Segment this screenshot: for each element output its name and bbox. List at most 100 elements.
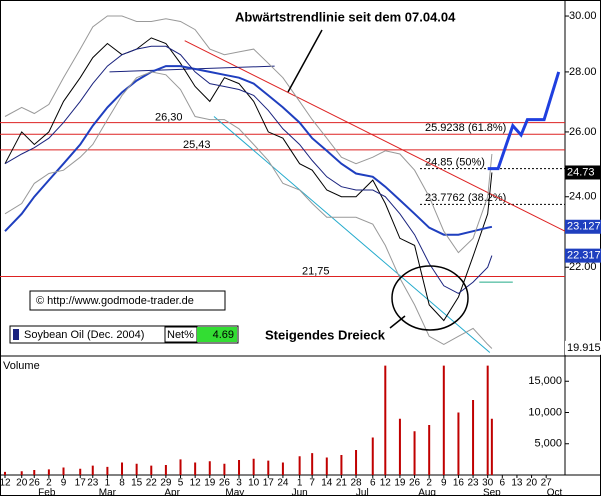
month-label: Jun	[292, 488, 308, 496]
x-tick-label: 26	[409, 478, 421, 489]
price-marker-label: 23.127	[567, 221, 601, 233]
month-label: Apr	[164, 488, 180, 496]
x-tick-label: 5	[178, 478, 184, 489]
triangle-circle	[391, 265, 469, 331]
month-label: Sep	[483, 488, 501, 496]
volume-bar	[398, 418, 401, 475]
price-marker	[565, 165, 601, 180]
x-tick-label: 16	[453, 478, 465, 489]
level-label: 24.85 (50%)	[425, 156, 485, 168]
x-tick-label: 7	[309, 478, 315, 489]
volume-bar	[298, 456, 301, 475]
volume-bar	[33, 470, 36, 475]
volume-bar	[325, 457, 328, 475]
volume-bar	[490, 418, 493, 475]
price-line	[4, 65, 493, 236]
x-tick-label: 17	[75, 478, 87, 489]
x-tick-label: 9	[61, 478, 67, 489]
x-tick-label: 12	[380, 478, 392, 489]
price-marker-label: 19.915	[567, 342, 601, 354]
volume-label: Volume	[3, 360, 40, 372]
projection	[487, 71, 561, 171]
volume-tick-label: 5,000	[534, 438, 562, 450]
x-tick-label: 20	[526, 478, 538, 489]
price-marker	[565, 248, 601, 263]
volume-bar	[47, 469, 50, 475]
volume-bar	[486, 365, 489, 475]
month-label: Jul	[356, 488, 369, 496]
volume-bar	[340, 455, 343, 475]
volume-bar	[472, 400, 475, 475]
y-tick-label: 22.00	[569, 261, 597, 273]
x-tick-label: 12	[190, 478, 202, 489]
plot: 22.00 24.00 26.00 28.00 30.00 26,30 25,43 21,75…	[0, 10, 601, 496]
x-tick-label: 1	[297, 478, 303, 489]
volume-bar	[371, 437, 374, 475]
x-tick-label: 8	[119, 478, 125, 489]
level-label: 26,30	[155, 112, 183, 124]
x-tick-label: 24	[277, 478, 289, 489]
price-line	[4, 71, 493, 349]
x-tick-label: 13	[511, 478, 523, 489]
x-tick-label: 26	[29, 478, 41, 489]
volume-bar	[428, 425, 431, 475]
x-tick-label: 1	[105, 478, 111, 489]
volume-bar	[281, 462, 284, 475]
volume-bar	[135, 463, 138, 475]
x-tick-label: 23	[87, 478, 99, 489]
price-line	[4, 45, 493, 294]
y-tick-label: 24.00	[569, 191, 597, 203]
copyright-box	[29, 290, 226, 311]
volume-tick-label: 15,000	[528, 375, 562, 387]
volume-bar	[4, 471, 6, 475]
x-tick-label: 12	[0, 478, 11, 489]
volume-bar	[91, 465, 94, 475]
x-tick-label: 2	[46, 478, 52, 489]
month-label: Oct	[547, 488, 563, 496]
x-tick-label: 20	[16, 478, 28, 489]
volume-bar	[79, 468, 82, 475]
volume-tick-label: 10,000	[528, 406, 562, 418]
volume-bar	[208, 461, 211, 475]
x-tick-label: 17	[263, 478, 275, 489]
annotation: Abwärtstrendlinie seit dem 07.04.04	[235, 9, 456, 24]
x-tick-label: 14	[321, 478, 333, 489]
x-tick-label: 15	[131, 478, 143, 489]
volume-bar	[311, 453, 314, 475]
price-marker-label: 22.317	[567, 250, 601, 262]
net-label: Net%	[167, 329, 194, 341]
y-tick-label: 26.00	[569, 126, 597, 138]
price-marker-label: 24.73	[567, 166, 595, 178]
price-marker	[565, 340, 601, 355]
price-line	[4, 37, 493, 322]
volume-bar	[20, 471, 23, 475]
y-tick-label: 30.00	[569, 10, 597, 22]
x-tick-label: 30	[482, 478, 494, 489]
volume-bar	[355, 450, 358, 475]
volume-bar	[106, 466, 109, 475]
volume-bar	[62, 467, 65, 475]
price-marker	[565, 219, 601, 234]
level-label: 25,43	[183, 139, 211, 151]
x-tick-label: 26	[219, 478, 231, 489]
arrow	[287, 29, 323, 93]
month-label: Aug	[418, 488, 436, 496]
level-label: 25.9238 (61.8%)	[425, 122, 506, 134]
volume-bar	[238, 460, 241, 475]
x-tick-label: 28	[350, 478, 362, 489]
net-value: 4.69	[213, 329, 234, 341]
month-label: Feb	[38, 488, 56, 496]
trendline	[184, 40, 566, 232]
x-tick-label: 3	[236, 478, 242, 489]
annotation: Steigendes Dreieck	[265, 327, 386, 342]
x-tick-label: 10	[248, 478, 260, 489]
y-tick-label: 28.00	[569, 66, 597, 78]
x-tick-label: 2	[426, 478, 432, 489]
volume-bar	[457, 412, 460, 475]
level-label: 21,75	[302, 265, 330, 277]
volume-bar	[384, 365, 387, 475]
volume-bar	[252, 458, 255, 475]
volume-bar	[442, 365, 445, 475]
month-label: Mar	[99, 488, 117, 496]
